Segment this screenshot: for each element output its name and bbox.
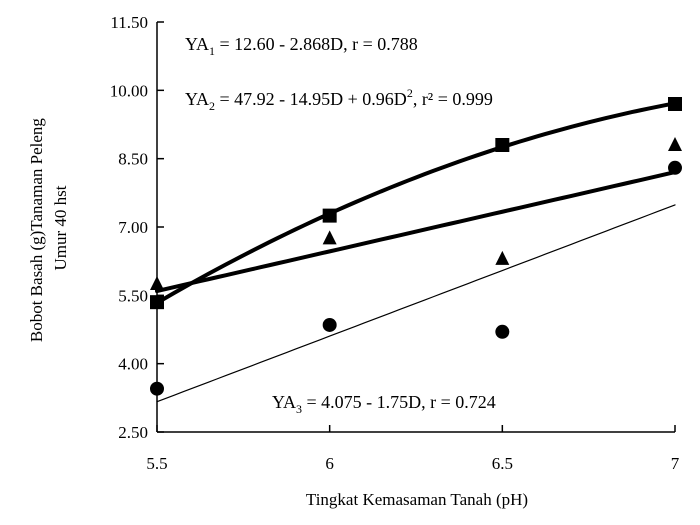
triangle-marker: [322, 230, 337, 245]
y-axis-title-line-1: Bobot Basah (g)Tanaman Peleng: [27, 118, 46, 343]
circle-marker: [495, 324, 510, 339]
square-marker: [495, 138, 510, 152]
circle-fit-line: [156, 204, 676, 403]
equation-ya1: YA1 = 12.60 - 2.868D, r = 0.788: [185, 34, 418, 58]
square-fit-line: [155, 101, 677, 305]
circle-marker: [668, 160, 682, 175]
y-tick-label: 4.00: [118, 355, 148, 374]
data-markers: [150, 97, 682, 396]
y-tick-label: 11.50: [110, 13, 148, 32]
triangle-marker: [150, 275, 164, 290]
circle-marker: [322, 317, 337, 332]
equation-ya2: YA2 = 47.92 - 14.95D + 0.96D2, r² = 0.99…: [185, 86, 493, 113]
square-marker: [668, 97, 682, 111]
y-axis-title: Bobot Basah (g)Tanaman Peleng Umur 40 hs…: [27, 114, 70, 342]
triangle-fit-line: [155, 170, 677, 294]
x-axis-title: Tingkat Kemasaman Tanah (pH): [306, 490, 528, 509]
x-tick-label: 5.5: [146, 454, 167, 473]
y-tick-label: 7.00: [118, 218, 148, 237]
triangle-marker: [495, 250, 510, 265]
x-tick-label: 6.5: [492, 454, 513, 473]
fit-lines: [155, 101, 677, 403]
y-tick-label: 2.50: [118, 423, 148, 442]
axes: 2.50 4.00 5.50 7.00 8.50 10.00 11.50 5.5 6 6.5 7: [110, 13, 680, 473]
equation-ya3: YA3 = 4.075 - 1.75D, r = 0.724: [272, 392, 496, 416]
x-tick-label: 6: [325, 454, 334, 473]
square-marker: [322, 208, 337, 223]
y-tick-label: 8.50: [118, 150, 148, 169]
square-marker: [150, 295, 164, 310]
circle-marker: [150, 381, 164, 396]
y-axis-title-line-2: Umur 40 hst: [51, 185, 70, 270]
y-tick-label: 10.00: [110, 81, 148, 100]
x-tick-label: 7: [671, 454, 680, 473]
triangle-marker: [668, 137, 682, 151]
y-tick-label: 5.50: [118, 286, 148, 305]
